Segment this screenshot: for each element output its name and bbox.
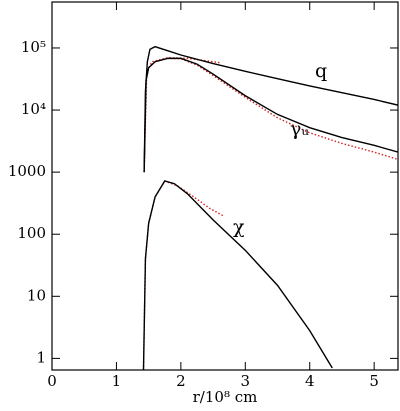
plot-frame: [51, 1, 399, 371]
series-label: χ: [233, 216, 245, 238]
x-tick-label: 3: [241, 372, 251, 390]
series-label: γᵤ: [290, 118, 309, 140]
series-label: q: [315, 60, 327, 82]
series-line: [143, 57, 398, 173]
series-line: [143, 45, 398, 173]
y-tick-label: 1: [36, 348, 46, 366]
x-tick-label: 4: [305, 372, 315, 390]
series-line: [143, 57, 398, 173]
x-tick-label: 0: [47, 372, 57, 390]
y-tick-label: 10: [27, 286, 46, 304]
series-line: [142, 180, 224, 370]
x-tick-label: 1: [112, 372, 122, 390]
series-line: [143, 56, 220, 173]
series-line: [142, 180, 333, 370]
y-tick-label: 100: [17, 224, 46, 242]
y-tick-label: 10⁵: [21, 38, 46, 56]
x-axis-label: r/10⁸ cm: [193, 388, 258, 406]
y-tick-label: 10⁴: [21, 100, 46, 118]
y-tick-label: 1000: [8, 162, 46, 180]
x-tick-label: 5: [369, 372, 379, 390]
x-tick-label: 2: [176, 372, 186, 390]
